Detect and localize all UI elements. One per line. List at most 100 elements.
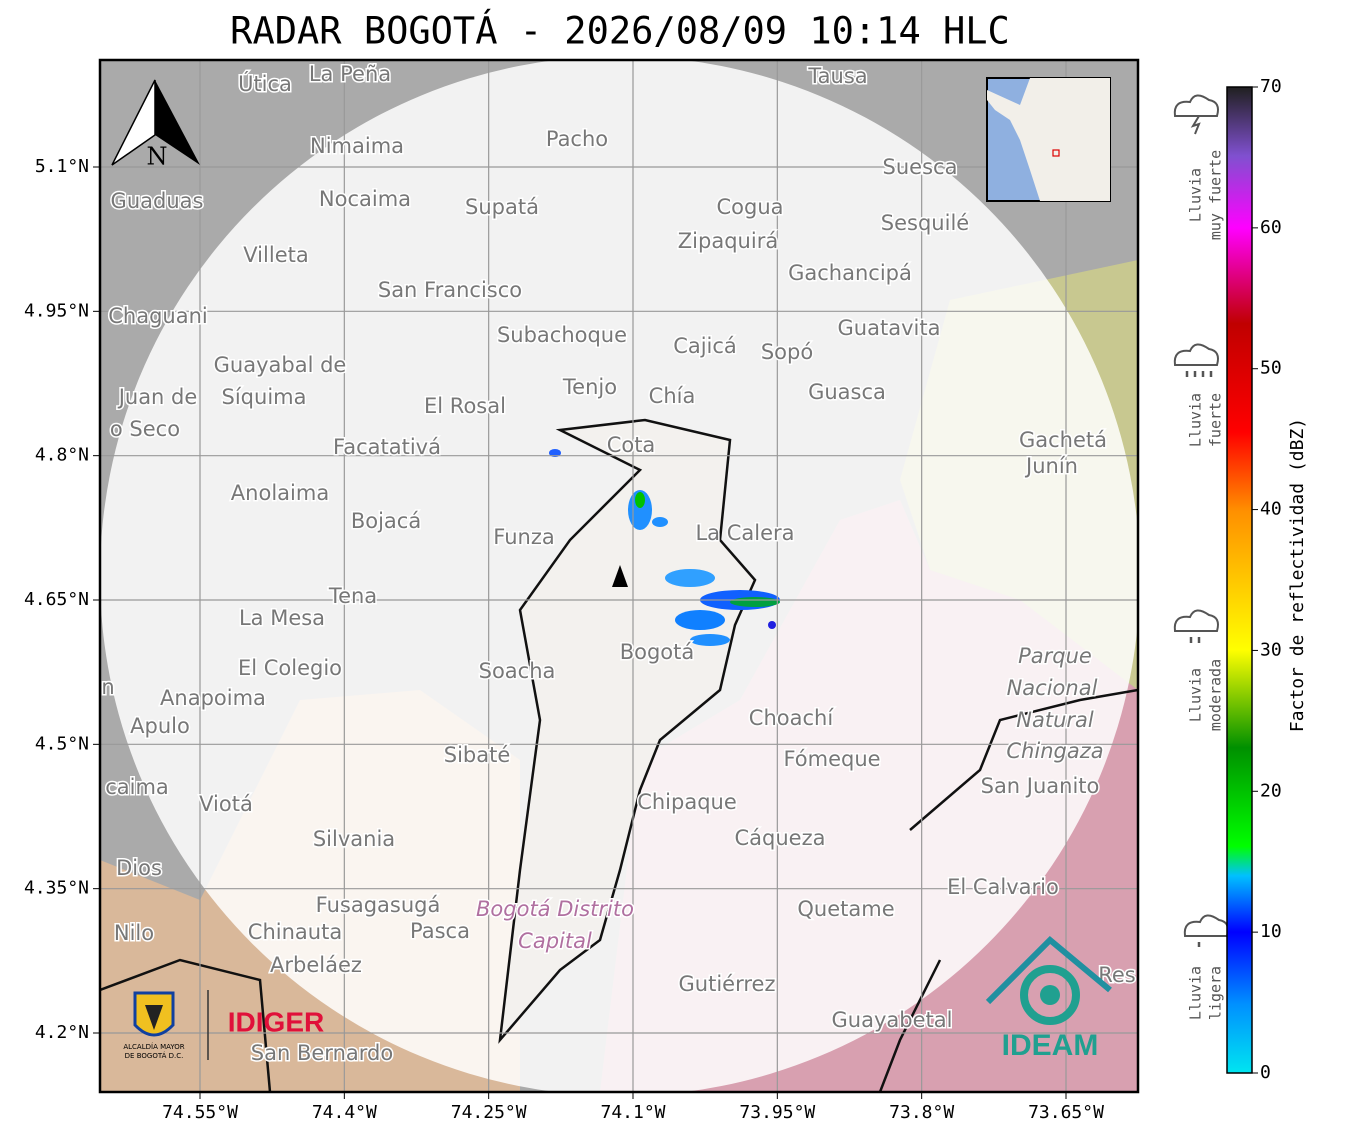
place-label: Apulo bbox=[130, 714, 190, 738]
rain-level-label: muy fuerte bbox=[1207, 150, 1225, 240]
colorbar-tick-label: 60 bbox=[1260, 217, 1282, 238]
place-label: Zipaquirá bbox=[678, 229, 778, 253]
y-tick-label: 4.5°N bbox=[35, 733, 89, 754]
y-tick-label: 4.95°N bbox=[24, 300, 89, 321]
place-label: Villeta bbox=[243, 243, 308, 267]
place-label: Guaduas bbox=[111, 189, 204, 213]
place-label: Cota bbox=[607, 433, 656, 457]
place-label: Fómeque bbox=[783, 747, 880, 771]
place-label: Sopó bbox=[761, 340, 813, 364]
place-label: Cáqueza bbox=[735, 826, 826, 850]
colorbar-tick-label: 70 bbox=[1260, 76, 1282, 97]
place-label: Silvania bbox=[313, 827, 395, 851]
place-label: Nimaima bbox=[310, 134, 404, 158]
place-label: Capital bbox=[518, 929, 592, 953]
place-label: Chipaque bbox=[637, 790, 737, 814]
rain-level-label: Lluvia bbox=[1187, 393, 1205, 447]
place-label: Guayabetal bbox=[832, 1008, 953, 1032]
logo-text: ALCALDÍA MAYOR bbox=[123, 1042, 184, 1051]
x-tick-label: 73.8°W bbox=[889, 1102, 954, 1123]
place-label: Soacha bbox=[479, 659, 556, 683]
x-tick-label: 74.1°W bbox=[600, 1102, 665, 1123]
place-label: Guayabal de bbox=[214, 353, 347, 377]
colorbar-tick-label: 30 bbox=[1260, 639, 1282, 660]
place-label: Junín bbox=[1024, 454, 1078, 478]
place-label: Nocaima bbox=[319, 187, 411, 211]
x-tick-label: 74.4°W bbox=[312, 1102, 377, 1123]
place-label: Tena bbox=[328, 584, 377, 608]
place-label: Fusagasugá bbox=[316, 893, 441, 917]
place-label: Parque bbox=[1018, 644, 1092, 668]
place-label: San Bernardo bbox=[251, 1041, 393, 1065]
place-label: Tenjo bbox=[562, 375, 617, 399]
place-label: Subachoque bbox=[497, 323, 627, 347]
colorbar-ticks: 0 10 20 30 40 50 60 70 bbox=[1252, 76, 1282, 1083]
place-label: Juan de bbox=[117, 385, 198, 409]
place-label: Chía bbox=[649, 384, 696, 408]
place-label: o Seco bbox=[110, 417, 180, 441]
place-label: La Calera bbox=[695, 521, 794, 545]
ideam-logo: IDEAM bbox=[985, 935, 1112, 1062]
place-label: El Rosal bbox=[424, 394, 506, 418]
place-label: San Juanito bbox=[981, 774, 1100, 798]
logo-text: DE BOGOTÁ D.C. bbox=[125, 1051, 184, 1060]
place-label: Suesca bbox=[883, 155, 958, 179]
logo-text: IDIGER bbox=[228, 1006, 324, 1037]
place-label: Supatá bbox=[465, 195, 539, 219]
place-label: Chaguani bbox=[108, 304, 208, 328]
place-label: Tausa bbox=[807, 64, 867, 88]
logo-text: IDEAM bbox=[1002, 1029, 1099, 1062]
place-label: Guasca bbox=[808, 380, 886, 404]
place-label: Cajicá bbox=[673, 334, 737, 358]
x-tick-label: 73.95°W bbox=[739, 1102, 815, 1123]
place-label: Bojacá bbox=[351, 509, 421, 533]
colorbar-tick-label: 50 bbox=[1260, 358, 1282, 379]
rain-level-label: ligera bbox=[1207, 966, 1225, 1020]
place-label: Anolaima bbox=[231, 481, 329, 505]
north-label: N bbox=[147, 143, 168, 171]
place-label: Bogotá bbox=[620, 640, 695, 664]
graticule bbox=[100, 60, 1138, 1092]
place-label: Nacional bbox=[1007, 676, 1098, 700]
x-tick-label: 74.55°W bbox=[162, 1102, 238, 1123]
colorbar-label: Factor de reflectividad (dBZ) bbox=[1287, 418, 1308, 732]
place-label: caima bbox=[105, 775, 169, 799]
rain-level-label: moderada bbox=[1207, 659, 1225, 731]
place-label: La Peña bbox=[309, 62, 391, 86]
place-label: Pacho bbox=[546, 127, 608, 151]
rain-level-label: fuerte bbox=[1207, 393, 1225, 447]
place-label: n bbox=[101, 675, 114, 699]
place-label: Gutiérrez bbox=[679, 972, 776, 996]
place-label: El Calvario bbox=[947, 875, 1059, 899]
north-arrow: N bbox=[111, 79, 200, 171]
place-label: Gachetá bbox=[1019, 428, 1107, 452]
boundary bbox=[100, 688, 1138, 1092]
x-tick-label: 74.25°W bbox=[451, 1102, 527, 1123]
place-label: Pasca bbox=[410, 919, 470, 943]
place-label: Dios bbox=[116, 856, 162, 880]
place-label: Síquima bbox=[222, 385, 307, 409]
place-label: Útica bbox=[238, 71, 292, 96]
place-label: Nilo bbox=[114, 921, 154, 945]
place-label: Viotá bbox=[199, 792, 253, 816]
place-label: Gachancipá bbox=[788, 261, 912, 285]
y-tick-label: 4.2°N bbox=[35, 1022, 89, 1043]
inset-map bbox=[986, 77, 1111, 202]
x-tick-label: 73.65°W bbox=[1028, 1102, 1104, 1123]
colorbar-tick-label: 20 bbox=[1260, 780, 1282, 801]
radar-site bbox=[612, 565, 628, 587]
place-label: Guatavita bbox=[838, 316, 941, 340]
map-frame bbox=[98, 58, 1140, 1094]
place-label: Sesquilé bbox=[881, 211, 969, 235]
y-tick-label: 5.1°N bbox=[35, 156, 89, 177]
place-label: Chingaza bbox=[1006, 739, 1103, 763]
place-label: Natural bbox=[1016, 708, 1094, 732]
place-label: Sibaté bbox=[444, 743, 511, 767]
place-label: Funza bbox=[493, 525, 554, 549]
place-labels: Útica La Peña Tausa Pacho Nimaima Guaduas Noca… bbox=[100, 61, 1137, 1067]
alcaldia-logo: ALCALDÍA MAYOR DE BOGOTÁ D.C. IDIGER bbox=[123, 990, 324, 1060]
rain-level-label: Lluvia bbox=[1187, 168, 1205, 222]
place-label: La Mesa bbox=[239, 606, 325, 630]
